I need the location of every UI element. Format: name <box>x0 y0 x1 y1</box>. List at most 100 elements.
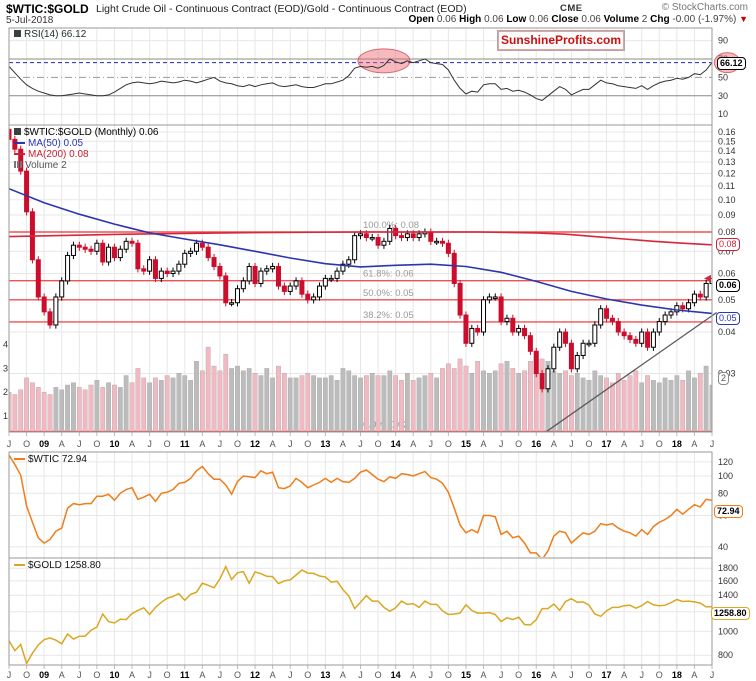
ma50-value-tag: 0.05 <box>716 312 740 325</box>
svg-text:10: 10 <box>109 439 119 449</box>
svg-text:1: 1 <box>3 411 8 421</box>
svg-text:15: 15 <box>461 670 471 680</box>
svg-text:J: J <box>639 670 644 680</box>
svg-text:J: J <box>147 439 152 449</box>
sunshineprofits-watermark[interactable]: SunshineProfits.com <box>497 30 625 51</box>
svg-text:O: O <box>375 670 382 680</box>
svg-text:J: J <box>499 670 504 680</box>
svg-text:O: O <box>375 439 382 449</box>
exchange-label: CME <box>560 3 583 14</box>
ticker-symbol: $WTIC:$GOLD <box>6 2 89 16</box>
svg-text:J: J <box>569 670 574 680</box>
svg-text:0.07: 0.07 <box>718 246 736 256</box>
svg-text:O: O <box>234 670 241 680</box>
low-value: 0.06 <box>529 14 549 25</box>
svg-text:O: O <box>304 670 311 680</box>
svg-text:O: O <box>515 670 522 680</box>
svg-text:A: A <box>59 670 65 680</box>
svg-text:O: O <box>515 439 522 449</box>
svg-text:18: 18 <box>672 670 682 680</box>
svg-text:J: J <box>7 439 12 449</box>
low-label: Low <box>506 14 527 25</box>
chart-header: $WTIC:$GOLD Light Crude Oil - Continuous… <box>0 0 756 28</box>
svg-text:O: O <box>93 439 100 449</box>
svg-text:0.04: 0.04 <box>718 327 736 337</box>
svg-text:100.0%: 0.08: 100.0%: 0.08 <box>363 220 419 231</box>
svg-text:50.0%: 0.05: 50.0%: 0.05 <box>363 288 414 299</box>
svg-text:0.12: 0.12 <box>718 168 736 178</box>
svg-text:30: 30 <box>718 91 728 101</box>
svg-text:0.09: 0.09 <box>718 210 736 220</box>
svg-text:J: J <box>639 439 644 449</box>
indicator-icon <box>14 30 21 37</box>
svg-text:0.14: 0.14 <box>718 146 736 156</box>
main-legend-title: $WTIC:$GOLD (Monthly) 0.06 <box>24 127 159 138</box>
svg-text:90: 90 <box>718 36 728 46</box>
svg-text:A: A <box>199 439 205 449</box>
gold-line-icon <box>14 564 25 567</box>
svg-text:12: 12 <box>250 670 260 680</box>
volume-value-tag: 2 <box>718 372 730 385</box>
svg-text:J: J <box>710 439 715 449</box>
ma200-line-icon <box>14 153 25 156</box>
svg-text:1000: 1000 <box>718 626 738 636</box>
svg-text:15: 15 <box>461 439 471 449</box>
svg-text:0.16: 0.16 <box>718 127 736 137</box>
svg-text:A: A <box>691 670 697 680</box>
svg-text:J: J <box>7 670 12 680</box>
chg-down-triangle-icon[interactable]: ▼ <box>739 14 748 24</box>
svg-text:O: O <box>234 439 241 449</box>
svg-text:13: 13 <box>320 670 330 680</box>
svg-text:0.13: 0.13 <box>718 157 736 167</box>
svg-text:O: O <box>164 439 171 449</box>
svg-text:O: O <box>164 670 171 680</box>
svg-text:0.10: 0.10 <box>718 195 736 205</box>
svg-text:J: J <box>429 439 434 449</box>
svg-text:J: J <box>218 439 223 449</box>
svg-text:A: A <box>129 439 135 449</box>
svg-text:0.11: 0.11 <box>718 181 735 191</box>
svg-text:A: A <box>621 670 627 680</box>
svg-text:2: 2 <box>3 387 8 397</box>
svg-text:09: 09 <box>39 670 49 680</box>
svg-text:80: 80 <box>718 488 728 498</box>
main-legend: $WTIC:$GOLD (Monthly) 0.06 MA(50) 0.05 M… <box>14 127 158 171</box>
close-value: 0.06 <box>581 14 601 25</box>
wtic-value-tag: 72.94 <box>714 505 743 518</box>
svg-text:16: 16 <box>531 670 541 680</box>
svg-text:J: J <box>499 439 504 449</box>
gold-legend-label: $GOLD 1258.80 <box>28 560 101 571</box>
svg-text:11: 11 <box>180 670 190 680</box>
open-label: Open <box>408 14 435 25</box>
svg-text:A: A <box>129 670 135 680</box>
ohlc-quote-bar: Open 0.06 High 0.06 Low 0.06 Close 0.06 … <box>408 14 748 25</box>
svg-text:A: A <box>551 439 557 449</box>
gold-value-tag: 1258.80 <box>711 607 750 620</box>
svg-text:A: A <box>270 439 276 449</box>
svg-text:0.06: 0.06 <box>718 269 736 279</box>
svg-text:O: O <box>304 439 311 449</box>
ma50-legend-label: MA(50) 0.05 <box>28 138 84 149</box>
svg-text:J: J <box>77 670 82 680</box>
svg-text:13: 13 <box>320 439 330 449</box>
svg-text:A: A <box>340 670 346 680</box>
svg-text:0.15: 0.15 <box>718 136 736 146</box>
svg-text:A: A <box>59 439 65 449</box>
svg-text:1800: 1800 <box>718 563 738 573</box>
instrument-description: Light Crude Oil - Continuous Contract (E… <box>96 3 467 15</box>
svg-text:A: A <box>551 670 557 680</box>
ma200-legend-label: MA(200) 0.08 <box>28 149 89 160</box>
svg-text:14: 14 <box>391 439 401 449</box>
wtic-legend-label: $WTIC 72.94 <box>28 454 87 465</box>
svg-text:J: J <box>77 439 82 449</box>
svg-text:40: 40 <box>718 542 728 552</box>
svg-text:J: J <box>358 670 363 680</box>
close-label: Close <box>551 14 579 25</box>
volume-legend-label: Volume 2 <box>25 160 67 171</box>
rsi-legend-label: RSI(14) 66.12 <box>24 29 87 40</box>
svg-text:11: 11 <box>180 439 190 449</box>
svg-text:16: 16 <box>531 439 541 449</box>
svg-text:A: A <box>481 670 487 680</box>
svg-text:O: O <box>93 670 100 680</box>
